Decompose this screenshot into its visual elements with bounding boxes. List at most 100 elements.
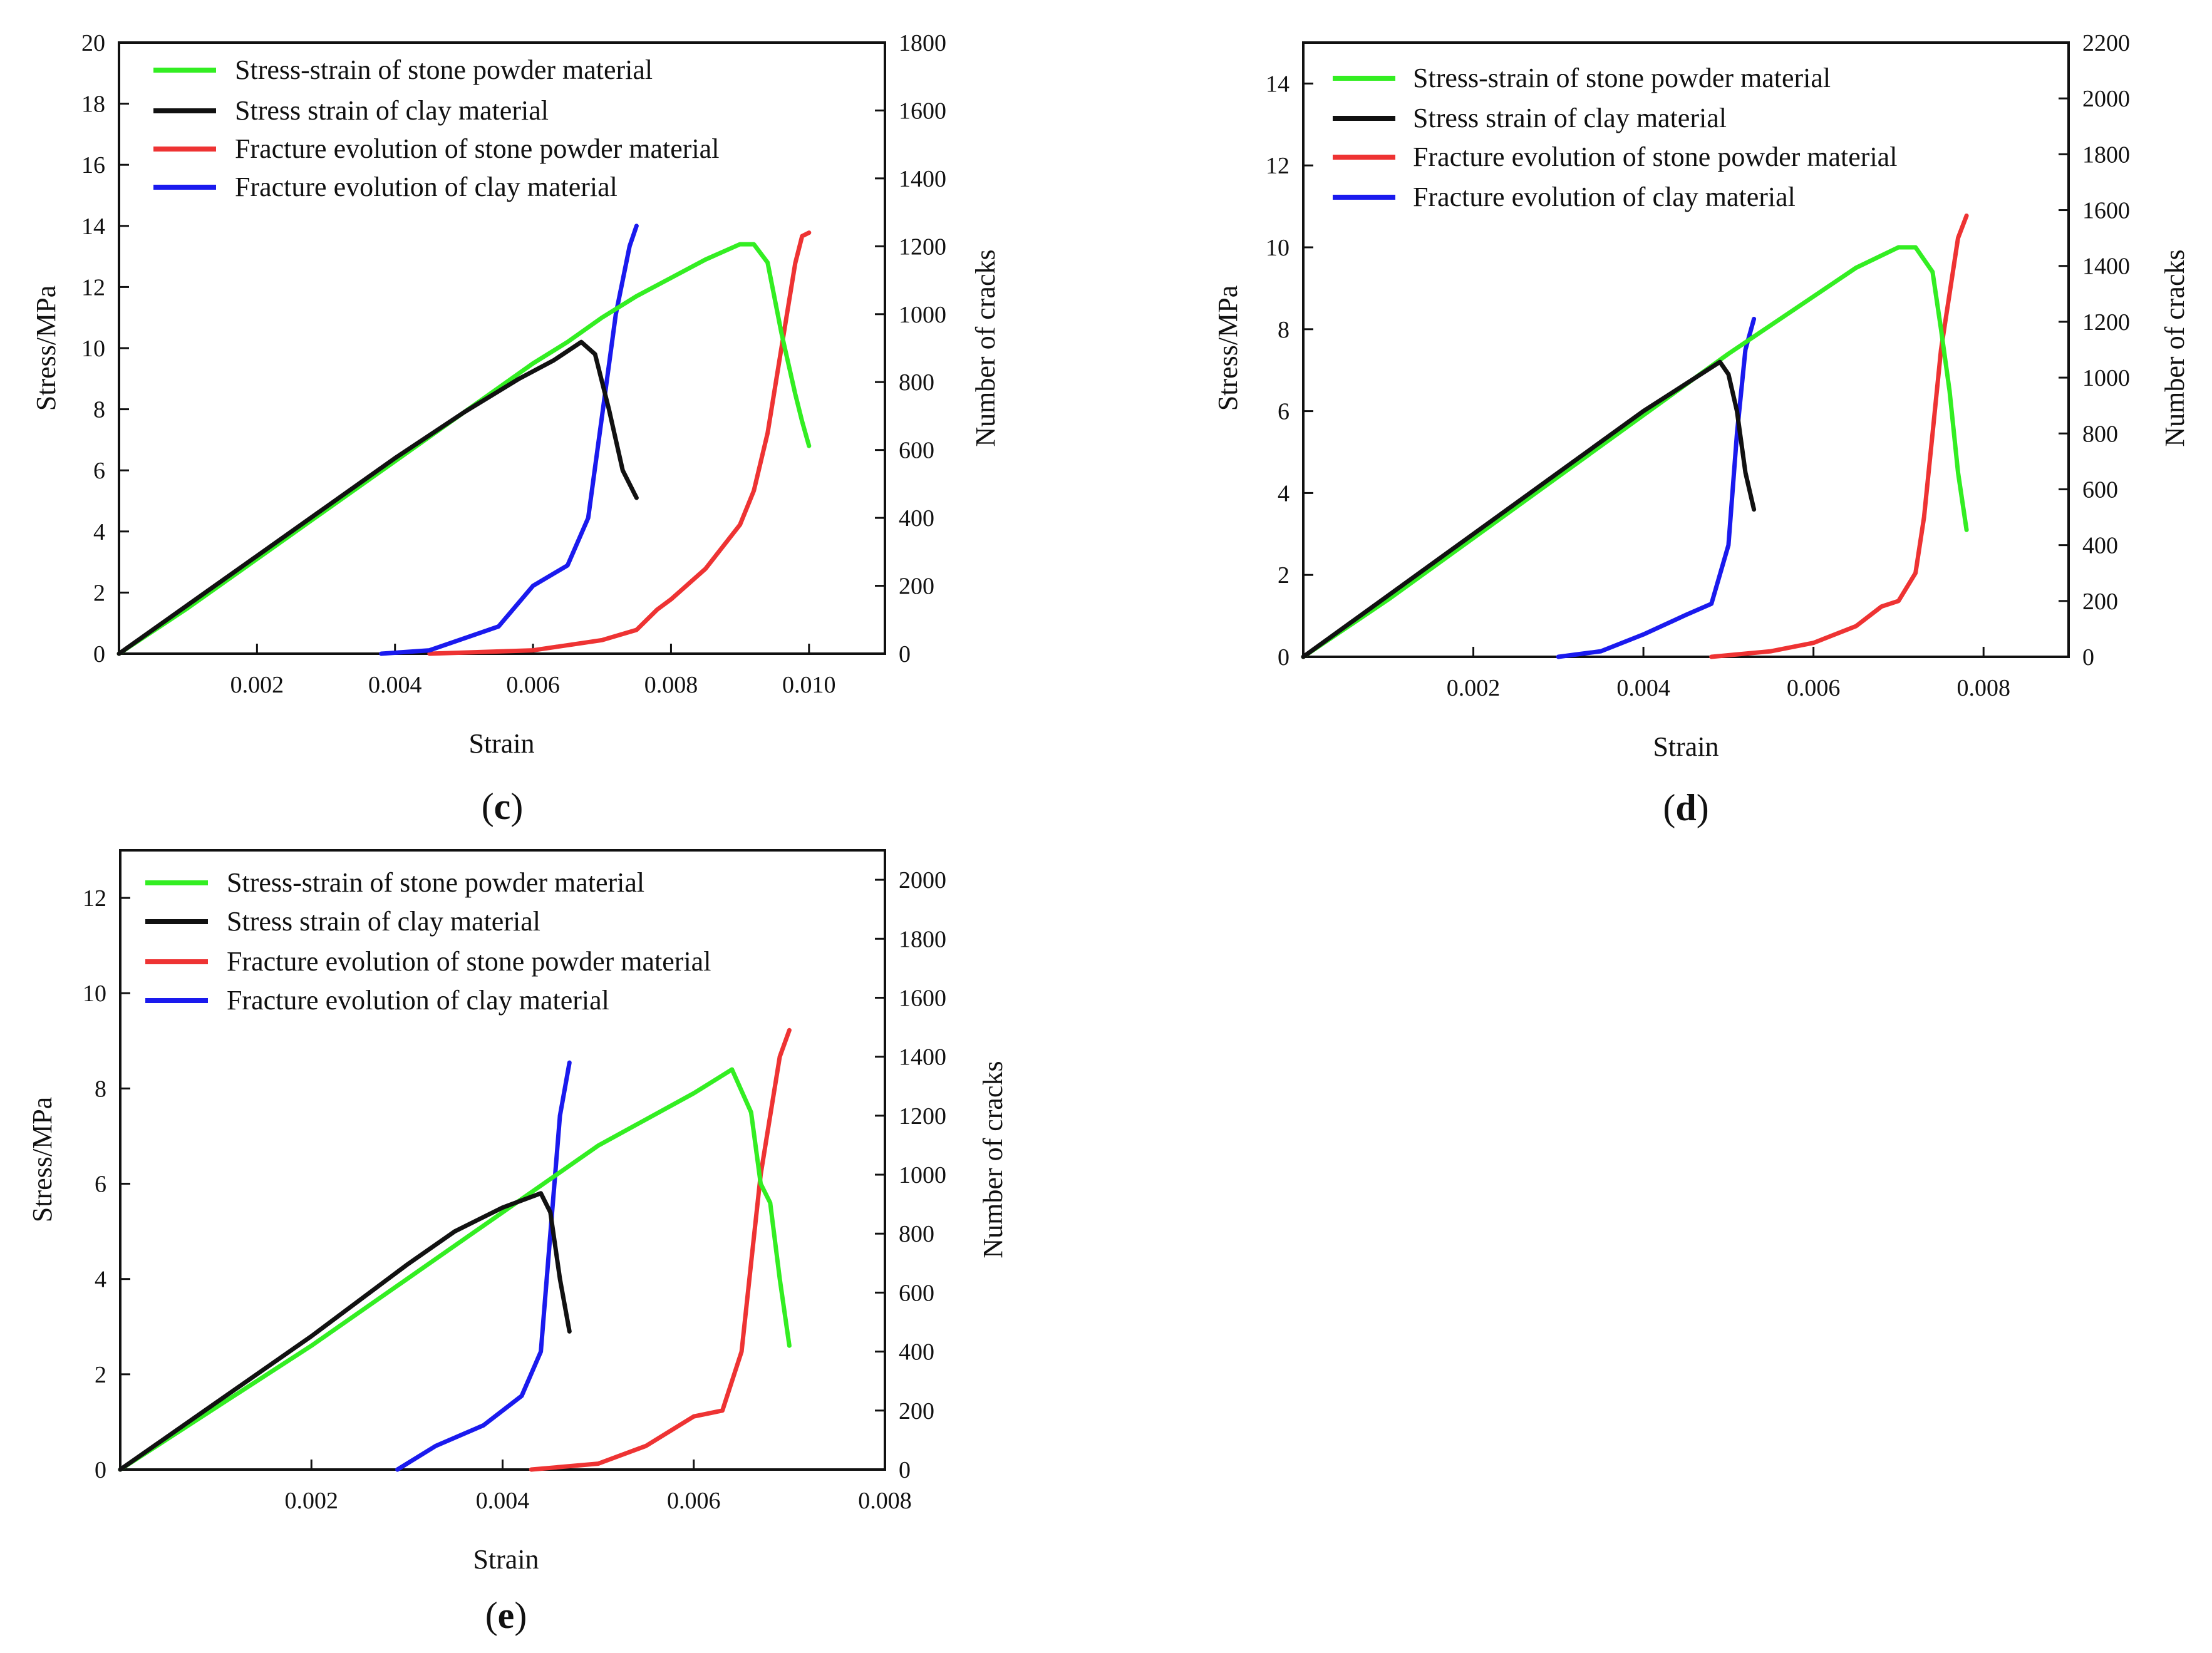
- legend-label-stone-stress: Stress-strain of stone powder material: [1413, 63, 1831, 93]
- legend-label-clay-cracks: Fracture evolution of clay material: [235, 172, 618, 202]
- y2-tick-label: 1200: [899, 1103, 946, 1130]
- y2-tick-label: 1600: [899, 985, 946, 1011]
- series-line-clay-stress: [118, 1191, 572, 1472]
- y-tick-label: 4: [1278, 480, 1289, 507]
- series-lines: [1301, 214, 1969, 659]
- y-tick-label: 12: [81, 274, 105, 301]
- legend: Stress-strain of stone powder material S…: [145, 867, 711, 1016]
- y-tick-label: 20: [81, 30, 105, 56]
- y2-tick-label: 1400: [899, 166, 946, 192]
- y-tick-label: 10: [1266, 235, 1289, 261]
- y2-tick-label: 1600: [899, 98, 946, 124]
- y-tick-label: 8: [93, 397, 105, 423]
- y-tick-label: 8: [1278, 317, 1289, 343]
- x-tick-label: 0.006: [1787, 675, 1841, 701]
- y2-tick-label: 1400: [899, 1044, 946, 1071]
- y2-tick-label: 2200: [2082, 30, 2130, 56]
- y2-axis-ticks: 0 200 400 600 800 1000 1200 1400 1600 1800: [875, 30, 946, 667]
- x-tick-label: 0.006: [667, 1488, 721, 1514]
- x-tick-label: 0.002: [230, 672, 284, 698]
- y-tick-label: 2: [1278, 562, 1289, 589]
- y-tick-label: 0: [1278, 644, 1289, 671]
- x-tick-label: 0.010: [782, 672, 836, 698]
- y-axis-label: Stress/MPa: [27, 1097, 58, 1222]
- y-tick-label: 12: [83, 885, 106, 912]
- y2-axis-label: Number of cracks: [2159, 249, 2190, 446]
- x-axis-label: Strain: [1653, 731, 1718, 762]
- y2-tick-label: 1400: [2082, 254, 2130, 280]
- y-tick-label: 6: [93, 458, 105, 484]
- y-axis-label: Stress/MPa: [31, 286, 61, 411]
- y2-tick-label: 600: [899, 438, 934, 464]
- y2-tick-label: 2000: [2082, 86, 2130, 112]
- y2-tick-label: 400: [899, 1339, 934, 1366]
- y2-tick-label: 200: [2082, 589, 2118, 615]
- chart-panel-d: 0 2 4 6 8 10 12 14 0 200 400 600 800 1000 1200 1400 160…: [1212, 30, 2190, 828]
- x-axis-ticks: 0.002 0.004 0.006 0.008: [1447, 647, 2010, 701]
- x-axis-label: Strain: [468, 728, 534, 759]
- x-tick-label: 0.002: [1447, 675, 1501, 701]
- x-tick-label: 0.004: [1616, 675, 1670, 701]
- legend-label-stone-stress: Stress-strain of stone powder material: [227, 867, 644, 898]
- y2-axis-ticks: 0 200 400 600 800 1000 1200 1400 1600 1800 2000: [875, 867, 946, 1483]
- y-tick-label: 6: [1278, 399, 1289, 425]
- series-line-stone-stress: [1301, 245, 1969, 659]
- x-tick-label: 0.004: [476, 1488, 530, 1514]
- legend-label-stone-cracks: Fracture evolution of stone powder mater…: [235, 133, 719, 164]
- y2-tick-label: 2000: [899, 867, 946, 893]
- legend-label-clay-cracks: Fracture evolution of clay material: [227, 985, 609, 1016]
- chart-panel-e: 0 2 4 6 8 10 12 0 200 400 600 800 1000 1200 1400 1600 1…: [27, 849, 1008, 1636]
- y-axis-label: Stress/MPa: [1212, 286, 1243, 411]
- y-tick-label: 12: [1266, 153, 1289, 179]
- series-line-clay-stress: [116, 339, 639, 656]
- y2-tick-label: 1000: [899, 302, 946, 328]
- y2-tick-label: 200: [899, 574, 934, 600]
- y-tick-label: 0: [93, 641, 105, 667]
- y2-tick-label: 800: [2082, 421, 2118, 447]
- legend: Stress-strain of stone powder material S…: [153, 54, 719, 202]
- y2-tick-label: 600: [899, 1280, 934, 1306]
- y-tick-label: 8: [95, 1076, 106, 1102]
- legend-label-stone-cracks: Fracture evolution of stone powder mater…: [227, 946, 711, 977]
- x-tick-label: 0.004: [368, 672, 422, 698]
- y2-tick-label: 600: [2082, 476, 2118, 503]
- series-line-clay-stress: [1301, 359, 1757, 659]
- y2-tick-label: 1000: [899, 1162, 946, 1188]
- x-axis-label: Strain: [473, 1544, 539, 1575]
- series-line-clay-cracks: [1556, 316, 1757, 659]
- chart-panel-c: 0 2 4 6 8 10 12 14 16 18 20 0 200 400 600 800 1000 1200 1…: [31, 30, 1001, 827]
- y-tick-label: 10: [83, 981, 106, 1007]
- x-tick-label: 0.002: [285, 1488, 339, 1514]
- legend-label-clay-stress: Stress strain of clay material: [227, 906, 540, 937]
- y-tick-label: 6: [95, 1172, 106, 1198]
- x-tick-label: 0.008: [644, 672, 698, 698]
- series-line-stone-cracks: [427, 230, 812, 656]
- series-line-stone-cracks: [1709, 214, 1969, 659]
- series-line-stone-stress: [118, 1067, 792, 1472]
- series-line-stone-stress: [116, 242, 812, 656]
- series-line-clay-cracks: [395, 1060, 572, 1472]
- x-axis-ticks: 0.002 0.004 0.006 0.008: [285, 1460, 912, 1514]
- legend-label-stone-stress: Stress-strain of stone powder material: [235, 54, 653, 85]
- y-tick-label: 4: [95, 1267, 106, 1293]
- y-tick-label: 14: [81, 214, 105, 240]
- y-tick-label: 0: [95, 1457, 106, 1483]
- y-tick-label: 16: [81, 152, 105, 178]
- y-axis-ticks: 0 2 4 6 8 10 12 14: [1266, 71, 1313, 671]
- y-tick-label: 2: [93, 580, 105, 606]
- plot-area-frame: [119, 849, 886, 1471]
- y2-tick-label: 1200: [2082, 309, 2130, 336]
- y2-tick-label: 1200: [899, 234, 946, 260]
- panel-label-d: (d): [1663, 787, 1708, 828]
- legend-label-clay-cracks: Fracture evolution of clay material: [1413, 182, 1796, 212]
- x-tick-label: 0.008: [1956, 675, 2010, 701]
- y2-axis-ticks: 0 200 400 600 800 1000 1200 1400 1600 1800 2000 220…: [2059, 30, 2130, 671]
- y-tick-label: 2: [95, 1362, 106, 1388]
- panel-label-c: (c): [482, 786, 524, 827]
- y2-tick-label: 400: [899, 505, 934, 532]
- x-tick-label: 0.006: [506, 672, 560, 698]
- panel-label-e: (e): [485, 1595, 527, 1636]
- series-line-stone-cracks: [529, 1027, 792, 1472]
- series-lines: [116, 224, 812, 656]
- y2-tick-label: 400: [2082, 533, 2118, 559]
